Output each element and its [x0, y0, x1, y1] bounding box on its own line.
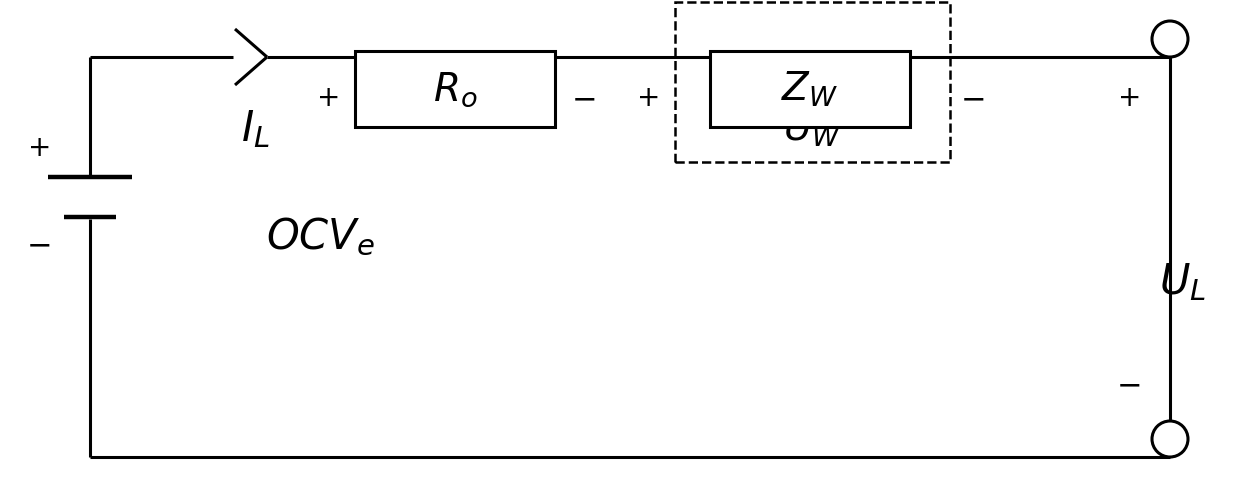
- Bar: [710, 51, 909, 127]
- Text: $U_L$: $U_L$: [1158, 261, 1206, 303]
- Circle shape: [1152, 21, 1188, 57]
- Text: $R_o$: $R_o$: [432, 70, 477, 109]
- Text: $-$: $-$: [26, 229, 50, 260]
- Text: $OCV_e$: $OCV_e$: [265, 216, 374, 258]
- Bar: [675, 2, 950, 162]
- Text: $+$: $+$: [316, 86, 338, 113]
- Text: $I_L$: $I_L$: [240, 108, 269, 150]
- Text: $+$: $+$: [1116, 86, 1139, 113]
- Text: $+$: $+$: [27, 135, 50, 162]
- Text: $U_W$: $U_W$: [783, 109, 841, 149]
- Text: $-$: $-$: [1116, 369, 1140, 400]
- Text: $Z_W$: $Z_W$: [782, 70, 839, 109]
- Text: $-$: $-$: [571, 84, 595, 115]
- Text: $+$: $+$: [636, 86, 658, 113]
- Bar: [356, 51, 555, 127]
- Circle shape: [1152, 421, 1188, 457]
- Text: $-$: $-$: [960, 84, 984, 115]
